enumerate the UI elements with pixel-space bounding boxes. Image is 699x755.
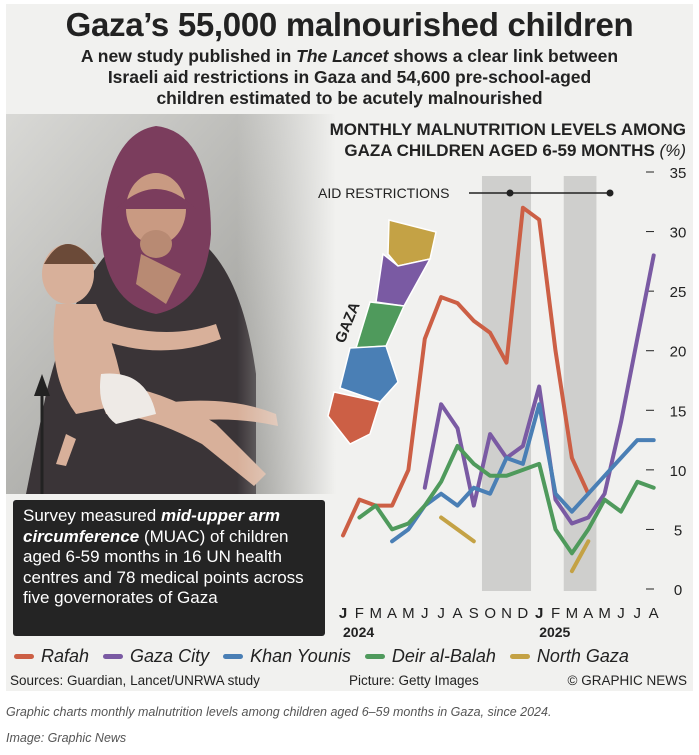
legend-swatch-north-gaza (509, 653, 530, 659)
x-tick-label-16: A (583, 605, 593, 622)
x-tick-label-5: M (402, 605, 415, 622)
subtitle-line1-b: shows a clear link between (388, 46, 619, 66)
x-tick-label-13: J (535, 605, 543, 622)
image-caption: Graphic charts monthly malnutrition leve… (6, 705, 552, 719)
copyright-text: © GRAPHIC NEWS (567, 673, 687, 688)
legend-label-deir-al-balah: Deir al-Balah (391, 645, 496, 666)
page-title: Gaza’s 55,000 malnourished children (65, 6, 634, 43)
x-tick-label-19: J (634, 605, 642, 622)
aid-restrictions-dot-2 (606, 189, 614, 197)
chart-title: MONTHLY MALNUTRITION LEVELS AMONG GAZA C… (246, 119, 686, 161)
shaded-period-1 (481, 176, 532, 591)
legend-label-gaza-city: Gaza City (130, 645, 210, 666)
x-tick-label-11: N (501, 605, 512, 622)
aid-restrictions-label: AID RESTRICTIONS (318, 185, 449, 201)
image-credit: Image: Graphic News (6, 731, 127, 745)
series-line-north-gaza-2 (569, 539, 591, 574)
x-tick-label-17: M (598, 605, 611, 622)
map-region-4 (339, 345, 399, 403)
chart-legend: Rafah Gaza City Khan Younis Deir al-Balah No… (14, 644, 693, 668)
legend-item-north-gaza: North Gaza (509, 645, 629, 667)
survey-text-bold: mid-upper arm circumference (23, 506, 280, 546)
shaded-period-2 (563, 176, 597, 591)
y-tick-label-0: 0 (674, 582, 682, 599)
x-tick-label-6: J (421, 605, 429, 622)
y-tick-label-30: 30 (670, 225, 687, 242)
series-line-gaza-city-1 (422, 253, 656, 526)
survey-info-box: Survey measured mid-upper arm circumfere… (13, 500, 325, 636)
sources-text: Sources: Guardian, Lancet/UNRWA study (10, 673, 260, 688)
x-tick-label-7: J (437, 605, 445, 622)
year-label-2025: 2025 (539, 624, 570, 640)
subtitle-line2: Israeli aid restrictions in Gaza and 54,… (107, 67, 592, 87)
x-tick-label-15: M (566, 605, 579, 622)
legend-item-gaza-city: Gaza City (103, 646, 209, 667)
survey-text-b: (MUAC) of children aged 6-59 months in 1… (23, 526, 304, 608)
legend-item-khan-younis: Khan Younis (223, 646, 351, 667)
chart-title-line2: GAZA CHILDREN AGED 6-59 MONTHS (344, 141, 655, 160)
y-tick-label-35: 35 (670, 165, 687, 182)
subtitle-journal: The Lancet (296, 46, 389, 66)
x-tick-label-20: A (649, 605, 659, 622)
x-tick-label-18: J (617, 605, 625, 622)
x-tick-label-1: J (339, 605, 347, 622)
series-line-deir-al-balah-1 (357, 444, 656, 556)
legend-item-rafah: Rafah (14, 646, 89, 667)
x-tick-label-8: A (452, 605, 462, 622)
chart-title-line1: MONTHLY MALNUTRITION LEVELS AMONG (329, 120, 686, 139)
subtitle-line1-a: A new study published in (80, 46, 297, 66)
y-tick-label-5: 5 (674, 522, 682, 539)
legend-swatch-rafah (14, 653, 34, 659)
x-tick-label-4: A (387, 605, 397, 622)
x-tick-label-14: F (551, 605, 560, 622)
infographic: Gaza’s 55,000 malnourished children A ne… (6, 4, 693, 691)
footer: Sources: Guardian, Lancet/UNRWA study Pi… (6, 671, 693, 691)
y-tick-label-20: 20 (670, 344, 687, 361)
chart-unit: (%) (659, 141, 686, 160)
legend-label-khan-younis: Khan Younis (250, 645, 351, 666)
series-line-north-gaza-1 (439, 515, 476, 544)
picture-credit: Picture: Getty Images (349, 673, 479, 688)
x-tick-label-10: O (484, 605, 496, 622)
map-region-2 (375, 252, 432, 307)
legend-label-rafah: Rafah (41, 645, 90, 666)
series-line-rafah-1 (341, 205, 591, 538)
x-tick-label-3: M (369, 605, 382, 622)
map-region-3 (354, 301, 406, 349)
y-tick-label-15: 15 (670, 403, 687, 420)
subtitle-line3: children estimated to be acutely malnour… (156, 88, 543, 108)
y-tick-label-25: 25 (670, 284, 687, 301)
legend-swatch-deir-al-balah (364, 653, 385, 659)
survey-text-a: Survey measured (23, 506, 161, 525)
legend-swatch-gaza-city (103, 653, 124, 659)
aid-restrictions-dot-1 (506, 189, 514, 197)
y-tick-label-10: 10 (670, 463, 687, 480)
legend-swatch-khan-younis (223, 653, 244, 659)
legend-label-north-gaza: North Gaza (536, 645, 629, 666)
subtitle: A new study published in The Lancet show… (6, 46, 693, 109)
series-line-khan-younis-1 (390, 402, 656, 544)
map-region-5 (327, 391, 381, 445)
photo-mother-child (6, 114, 336, 494)
year-label-2024: 2024 (343, 624, 374, 640)
x-tick-label-12: D (517, 605, 528, 622)
x-tick-label-2: F (355, 605, 364, 622)
legend-item-deir-al-balah: Deir al-Balah (364, 645, 496, 667)
x-tick-label-9: S (469, 605, 479, 622)
